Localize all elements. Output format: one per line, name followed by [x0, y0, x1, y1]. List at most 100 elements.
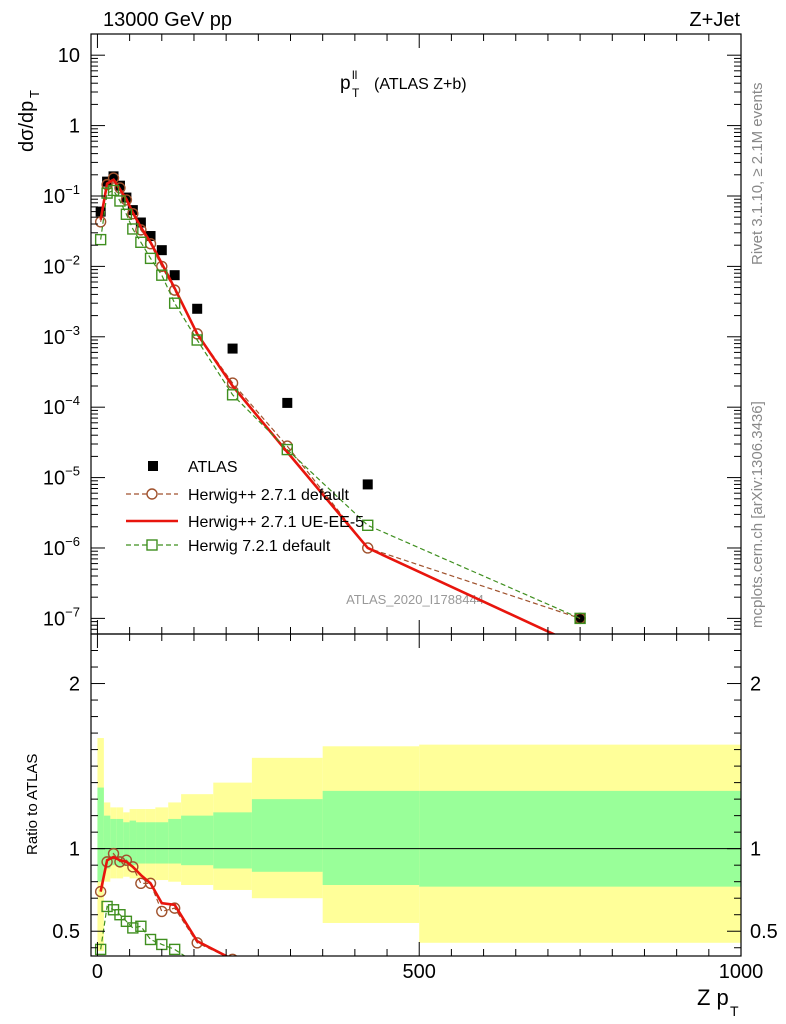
legend-label: Herwig++ 2.7.1 UE-EE-5	[188, 514, 364, 531]
ratio-y-axis-label: Ratio to ATLAS	[24, 754, 41, 855]
series-line	[100, 177, 581, 619]
atlas-data-point	[156, 245, 167, 256]
inner-uncertainty-band	[123, 822, 130, 866]
herwig7-default-marker	[114, 195, 126, 207]
mcplots-label: mcplots.cern.ch [arXiv:1306.3436]	[749, 401, 766, 628]
y-tick-label: 10−6	[43, 534, 80, 560]
rivet-label: Rivet 3.1.10, ≥ 2.1M events	[749, 83, 766, 266]
atlas-data-point	[282, 397, 293, 408]
inner-uncertainty-band	[213, 812, 252, 869]
plot-title-suffix: (ATLAS Z+b)	[374, 76, 467, 93]
herwig7-default-marker	[144, 252, 157, 265]
ratio-herwig7-default-marker	[120, 915, 133, 928]
ratio-herwigpp-default-marker	[282, 969, 292, 979]
analysis-id: ATLAS_2020_I1788444	[346, 592, 484, 607]
inner-uncertainty-band	[181, 815, 214, 866]
y-axis-label-main: dσ/dp	[16, 101, 38, 152]
ratio-herwig7-default-marker	[127, 922, 139, 934]
y-tick-label: 1	[69, 116, 80, 138]
x-tick-label: 1000	[719, 961, 764, 983]
plot-title-sub: T	[352, 86, 360, 100]
ratio-series-layer	[94, 847, 292, 982]
herwig7-default-marker	[120, 208, 133, 220]
ratio-y-tick-label-right: 0.5	[750, 921, 778, 943]
y-axis-label-sub: T	[27, 90, 42, 98]
ratio-herwigpp-default-marker	[144, 877, 157, 890]
x-tick-label: 0	[92, 961, 103, 983]
herwig7-default-marker	[226, 389, 239, 401]
process-label: Z+Jet	[689, 9, 740, 31]
inner-uncertainty-band	[322, 790, 420, 885]
herwigpp-default-marker	[114, 182, 126, 194]
inner-uncertainty-band	[129, 820, 137, 866]
herwigpp-default-marker	[120, 194, 133, 206]
atlas-data-point	[114, 180, 125, 191]
atlas-data-point	[145, 231, 156, 242]
x-axis-label: Z p T	[697, 985, 739, 1019]
ratio-y-tick-label: 2	[69, 674, 80, 696]
main-axes: 10 1 10−1 10−2 10−3 10−4 10−5 10−6 10−7	[43, 33, 742, 635]
ratio-herwigpp-default-marker	[107, 847, 120, 860]
ratio-herwigpp-default-marker	[156, 905, 168, 918]
y-tick-label: 10−7	[43, 604, 80, 630]
inner-uncertainty-band	[110, 818, 117, 866]
legend-square-marker	[146, 539, 158, 551]
y-tick-label: 10	[58, 45, 80, 67]
ratio-herwigpp-default-marker	[101, 856, 113, 868]
herwigpp-default-marker	[107, 172, 120, 184]
legend-label: Herwig++ 2.7.1 default	[188, 487, 350, 504]
plot-title-sup: ll	[352, 68, 357, 82]
main-series-layer	[94, 171, 586, 634]
legend-circle-marker	[146, 488, 158, 500]
atlas-data-point	[227, 343, 238, 354]
x-axis-label-main: Z p	[697, 985, 729, 1010]
series-line	[100, 189, 581, 619]
inner-uncertainty-band	[145, 822, 156, 864]
inner-uncertainty-band	[419, 790, 741, 887]
herwigpp-default-marker	[362, 542, 374, 554]
atlas-data-point	[192, 303, 203, 314]
y-axis-label: dσ/dp T	[16, 90, 42, 152]
atlas-data-point	[169, 270, 180, 281]
herwig7-default-marker	[127, 223, 139, 235]
ratio-series-line	[99, 855, 229, 956]
ratio-herwig7-default-marker	[144, 933, 157, 946]
plot-title-main: p	[340, 73, 351, 94]
ratio-y-tick-label: 1	[69, 839, 80, 861]
ratio-y-tick-label-right: 2	[750, 674, 761, 696]
ratio-herwig7-default-marker	[94, 943, 107, 956]
y-tick-label: 10−2	[43, 252, 80, 278]
energy-label: 13000 GeV pp	[103, 9, 232, 31]
legend: ATLAS Herwig++ 2.7.1 default Herwig++ 2.7.…	[126, 459, 364, 555]
herwig7-default-marker	[281, 443, 293, 456]
inner-uncertainty-band	[136, 822, 146, 864]
atlas-data-point	[362, 479, 373, 490]
x-axis-label-sub: T	[730, 1003, 739, 1019]
inner-uncertainty-band	[103, 815, 111, 869]
y-tick-label: 10−5	[43, 464, 80, 490]
x-tick-label: 500	[403, 961, 436, 983]
ratio-frame	[90, 633, 742, 957]
y-tick-label: 10−4	[43, 393, 80, 419]
herwig7-default-marker	[135, 236, 147, 248]
ratio-herwig7-default-marker	[228, 972, 238, 982]
herwig7-default-marker	[362, 519, 374, 531]
ratio-herwigpp-default-marker	[168, 902, 181, 914]
legend-label: ATLAS	[188, 459, 238, 476]
herwig7-default-marker	[574, 612, 586, 625]
inner-uncertainty-band	[168, 818, 182, 864]
ratio-herwigpp-default-marker	[127, 861, 139, 873]
inner-uncertainty-band	[116, 818, 124, 867]
ratio-herwig7-default-marker	[135, 920, 147, 932]
ratio-herwig7-default-marker	[101, 900, 113, 913]
herwig7-default-marker	[168, 297, 181, 309]
atlas-data-point	[102, 176, 113, 187]
herwig7-default-marker	[101, 187, 113, 199]
ratio-y-tick-label-right: 1	[750, 839, 761, 861]
y-tick-label: 10−3	[43, 323, 80, 349]
ratio-herwig7-default-marker	[192, 959, 202, 969]
ratio-herwig7-default-marker	[114, 909, 126, 921]
ratio-bands-layer	[91, 738, 741, 952]
ratio-series-line	[100, 852, 227, 956]
